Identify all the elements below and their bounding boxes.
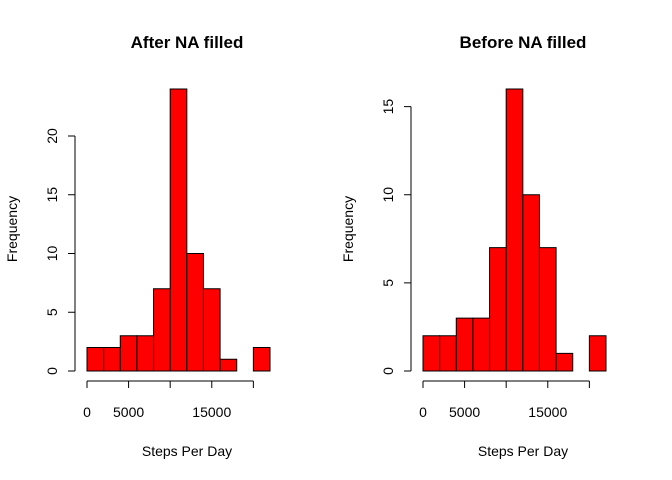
histogram-bar-1-5: [505, 88, 524, 372]
y-tick-label-1-3: 15: [380, 99, 396, 115]
x-axis-label-1: Steps Per Day: [478, 443, 568, 459]
x-tick-label-1-3: 15000: [528, 404, 567, 420]
y-tick-label-0-3: 15: [44, 187, 60, 203]
histogram-bar-1-2: [455, 317, 474, 372]
histogram-bar-0-1: [103, 347, 121, 372]
x-tick-label-0-3: 15000: [192, 404, 231, 420]
histogram-bar-1-7: [538, 247, 557, 372]
chart-title-1: Before NA filled: [460, 33, 587, 52]
y-tick-label-0-2: 10: [44, 246, 60, 262]
histogram-bar-0-4: [153, 288, 171, 372]
histogram-bar-0-3: [136, 335, 155, 372]
histogram-bar-0-8: [219, 358, 238, 372]
x-tick-label-0-1: 5000: [113, 404, 144, 420]
histogram-bar-0-10: [252, 347, 271, 372]
histogram-bar-1-3: [472, 317, 491, 372]
y-tick-label-1-0: 0: [380, 367, 396, 375]
histogram-bar-0-5: [169, 88, 188, 372]
x-tick-label-1-1: 5000: [449, 404, 480, 420]
histogram-bar-0-7: [202, 288, 221, 372]
x-axis-label-0: Steps Per Day: [142, 443, 232, 459]
histogram-bar-1-1: [439, 335, 457, 372]
histogram-bar-0-0: [86, 347, 105, 372]
y-tick-label-0-4: 20: [44, 128, 60, 144]
histogram-bar-1-0: [422, 335, 441, 372]
y-axis-label-1: Frequency: [340, 196, 356, 262]
y-tick-label-0-1: 5: [44, 308, 60, 316]
y-tick-label-1-1: 5: [380, 279, 396, 287]
y-tick-label-1-2: 10: [380, 187, 396, 203]
histogram-bar-1-4: [489, 247, 507, 372]
histogram-bar-0-2: [119, 335, 138, 372]
chart-title-0: After NA filled: [131, 33, 244, 52]
histogram-bar-0-6: [186, 253, 204, 372]
x-tick-label-1-0: 0: [419, 404, 427, 420]
x-tick-label-0-0: 0: [83, 404, 91, 420]
y-axis-label-0: Frequency: [4, 196, 20, 262]
histogram-bar-1-10: [588, 335, 607, 372]
histogram-bar-1-6: [522, 194, 540, 372]
histogram-bar-1-8: [555, 352, 574, 372]
y-tick-label-0-0: 0: [44, 367, 60, 375]
